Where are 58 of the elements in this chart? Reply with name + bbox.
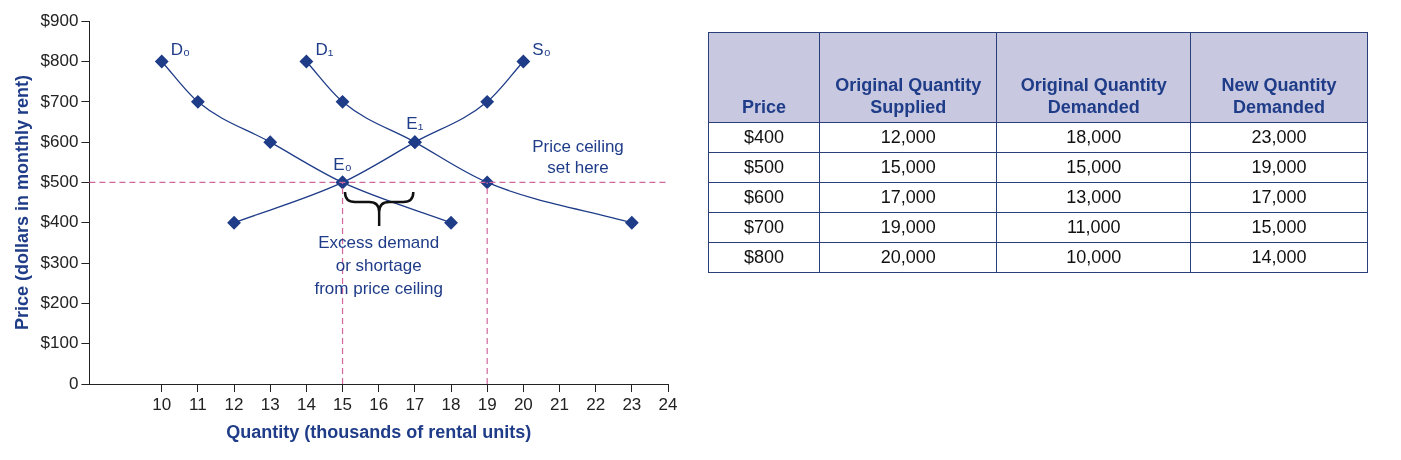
annotation: E₀ bbox=[333, 154, 352, 174]
y-tick-label: $100 bbox=[40, 333, 79, 353]
data-label: 18,000 bbox=[996, 122, 1191, 153]
y-tick-label: 0 bbox=[68, 373, 79, 393]
x-tick-label: 24 bbox=[658, 394, 678, 414]
x-tick-label: 18 bbox=[441, 394, 461, 414]
x-tick-label: 20 bbox=[513, 394, 533, 414]
data-label: 19,000 bbox=[819, 212, 997, 243]
y-tick-label: $800 bbox=[40, 51, 79, 71]
series-label: S₀ bbox=[532, 39, 551, 59]
x-tick-label: 10 bbox=[152, 394, 172, 414]
x-tick-label: 15 bbox=[333, 394, 353, 414]
data-label: 10,000 bbox=[996, 242, 1191, 273]
annotation: E₁ bbox=[406, 114, 424, 134]
x-axis-title: Quantity (thousands of rental units) bbox=[226, 422, 532, 443]
x-tick-label: 14 bbox=[296, 394, 316, 414]
y-tick-label: $400 bbox=[708, 122, 820, 153]
x-tick-label: 22 bbox=[586, 394, 606, 414]
data-label: 17,000 bbox=[1190, 182, 1368, 213]
x-tick-label: 12 bbox=[224, 394, 244, 414]
data-label: 15,000 bbox=[819, 152, 997, 183]
y-tick-label: $500 bbox=[40, 172, 79, 192]
y-tick-label: $900 bbox=[40, 10, 79, 30]
data-label: 13,000 bbox=[996, 182, 1191, 213]
x-tick-label: Original Quantity Supplied bbox=[819, 32, 997, 123]
ref-line-label: Price ceiling set here bbox=[532, 136, 624, 177]
x-tick-label: 21 bbox=[550, 394, 569, 414]
x-tick-label: 23 bbox=[622, 394, 642, 414]
data-label: 17,000 bbox=[819, 182, 997, 213]
x-tick-label: 11 bbox=[189, 394, 207, 414]
y-tick-label: $600 bbox=[40, 131, 79, 151]
x-tick-label: 16 bbox=[369, 394, 389, 414]
y-tick-label: $400 bbox=[40, 212, 79, 232]
data-label: 15,000 bbox=[996, 152, 1191, 183]
data-label: 20,000 bbox=[819, 242, 997, 273]
series-label: D₁ bbox=[315, 39, 334, 59]
y-tick-label: $600 bbox=[708, 182, 820, 213]
y-tick-label: $800 bbox=[708, 242, 820, 273]
data-label: 14,000 bbox=[1190, 242, 1368, 273]
y-tick-label: $200 bbox=[40, 293, 79, 313]
x-tick-label: 19 bbox=[477, 394, 497, 414]
y-axis-title: Price bbox=[708, 32, 820, 123]
data-label: 23,000 bbox=[1190, 122, 1368, 153]
series-label: D₀ bbox=[170, 39, 191, 59]
y-tick-label: $700 bbox=[40, 91, 79, 111]
annotation: Excess demand or shortage from price ceiling bbox=[314, 232, 443, 298]
x-tick-label: 13 bbox=[260, 394, 280, 414]
data-label: 11,000 bbox=[996, 212, 1191, 243]
y-tick-label: $500 bbox=[708, 152, 820, 183]
data-label: 15,000 bbox=[1190, 212, 1368, 243]
x-tick-label: Original Quantity Demanded bbox=[996, 32, 1191, 123]
x-tick-label: New Quantity Demanded bbox=[1190, 32, 1368, 123]
data-label: 19,000 bbox=[1190, 152, 1368, 183]
y-tick-label: $300 bbox=[40, 252, 79, 272]
y-tick-label: $700 bbox=[708, 212, 820, 243]
x-tick-label: 17 bbox=[405, 394, 425, 414]
y-axis-title: Price (dollars in monthly rent) bbox=[11, 75, 32, 331]
data-label: 12,000 bbox=[819, 122, 997, 153]
